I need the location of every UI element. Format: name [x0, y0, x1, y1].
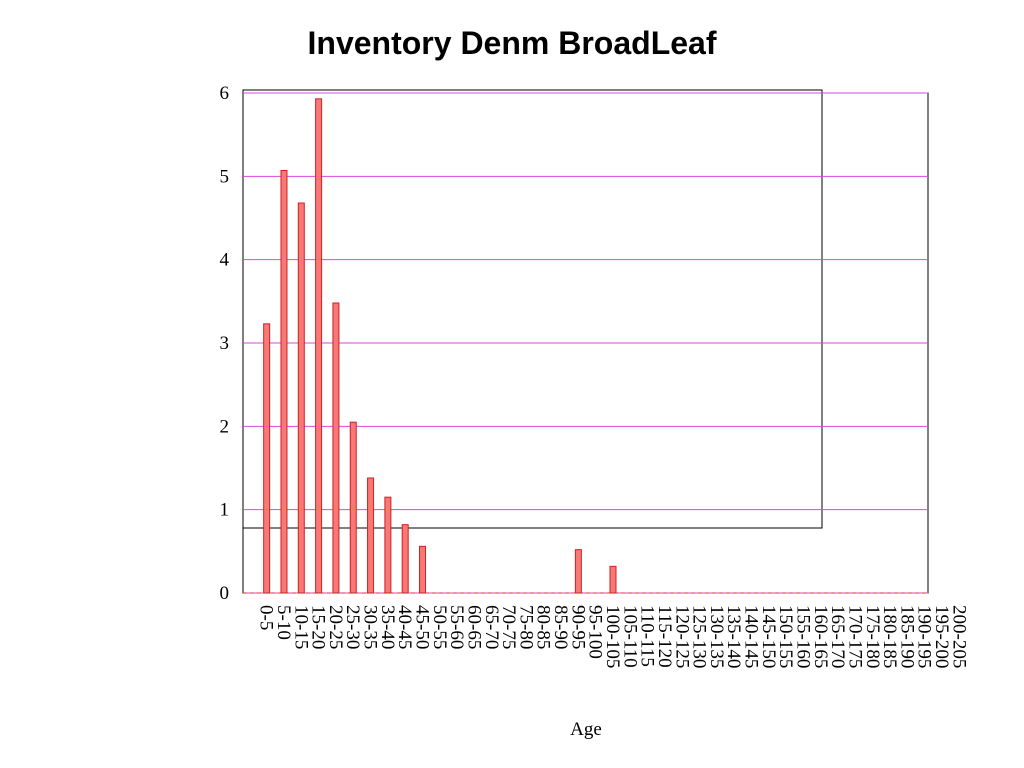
y-tick-label: 0 — [220, 583, 230, 604]
bar — [280, 170, 288, 594]
x-axis-label: Age — [570, 719, 602, 740]
bar — [401, 524, 409, 594]
x-tick-label: 55-60 — [446, 605, 467, 649]
x-tick-label: 130-135 — [706, 605, 727, 668]
x-tick-label: 75-80 — [515, 605, 536, 649]
x-tick-label: 60-65 — [463, 605, 484, 649]
x-tick-label: 195-200 — [931, 605, 952, 668]
x-tick-label: 90-95 — [567, 605, 588, 649]
x-tick-label: 40-45 — [394, 605, 415, 649]
x-tick-label: 125-130 — [689, 605, 710, 668]
x-tick-label: 50-55 — [429, 605, 450, 649]
x-tick-label: 155-160 — [792, 605, 813, 668]
x-tick-label: 25-30 — [342, 605, 363, 649]
x-tick-label: 135-140 — [723, 605, 744, 668]
x-tick-label: 105-110 — [619, 605, 640, 668]
x-tick-label: 200-205 — [948, 605, 969, 668]
bar — [263, 323, 271, 594]
x-tick-label: 185-190 — [896, 605, 917, 668]
overlay-frame — [242, 89, 823, 529]
bar — [384, 496, 392, 594]
x-tick-label: 160-165 — [810, 605, 831, 668]
x-tick-label: 100-105 — [602, 605, 623, 668]
x-tick-label: 190-195 — [914, 605, 935, 668]
y-tick-label: 4 — [220, 250, 230, 271]
x-tick-label: 65-70 — [481, 605, 502, 649]
x-tick-label: 30-35 — [360, 605, 381, 649]
chart-title: Inventory Denm BroadLeaf — [308, 25, 717, 61]
x-tick-label: 180-185 — [879, 605, 900, 668]
bar — [332, 302, 340, 594]
y-tick-label: 1 — [220, 500, 230, 521]
x-tick-label: 85-90 — [550, 605, 571, 649]
x-tick-label: 150-155 — [775, 605, 796, 668]
x-tick-label: 115-120 — [654, 605, 675, 668]
x-tick-label: 95-100 — [585, 605, 606, 659]
x-tick-label: 140-145 — [741, 605, 762, 668]
x-tick-label: 120-125 — [671, 605, 692, 668]
bar — [367, 477, 375, 594]
y-tick-label: 2 — [220, 416, 230, 437]
bar — [574, 549, 582, 594]
x-tick-label: 80-85 — [533, 605, 554, 649]
y-tick-label: 3 — [220, 333, 230, 354]
bar — [297, 202, 305, 594]
x-tick-label: 0-5 — [256, 605, 277, 630]
x-tick-label: 145-150 — [758, 605, 779, 668]
x-tick-label: 5-10 — [273, 605, 294, 640]
x-tick-label: 110-115 — [637, 605, 658, 667]
x-tick-label: 35-40 — [377, 605, 398, 649]
x-tick-label: 170-175 — [844, 605, 865, 668]
bar — [349, 421, 357, 594]
x-tick-label: 20-25 — [325, 605, 346, 649]
x-tick-label: 15-20 — [308, 605, 329, 649]
x-tick-label: 10-15 — [290, 605, 311, 649]
bar — [419, 545, 427, 594]
x-tick-label: 45-50 — [412, 605, 433, 649]
x-tick-label: 165-170 — [827, 605, 848, 668]
y-tick-label: 6 — [220, 83, 230, 104]
y-tick-label: 5 — [220, 166, 230, 187]
bar — [315, 98, 323, 594]
x-tick-label: 175-180 — [862, 605, 883, 668]
bar — [609, 565, 617, 594]
x-tick-label: 70-75 — [498, 605, 519, 649]
